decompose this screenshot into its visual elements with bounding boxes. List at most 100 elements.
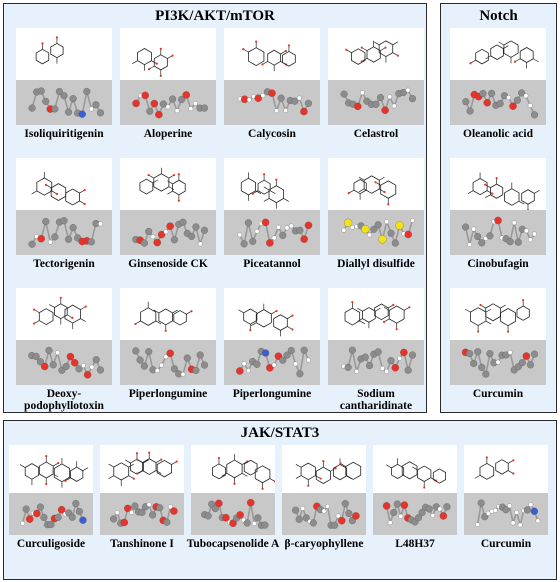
chemical-structure-drawing <box>224 28 320 80</box>
chemical-structure-drawing <box>373 445 457 493</box>
chemical-structure-drawing <box>450 288 546 340</box>
notch-panel-title: Notch <box>479 8 518 24</box>
compound-label: Tubocapsenolide A <box>186 538 280 550</box>
curcumin-notch-2-3d-model-atoms <box>461 348 539 378</box>
compound-label: Calycosin <box>248 128 296 140</box>
compound-cell: Diallyl disulfide <box>328 158 424 281</box>
compound-label: Isoliquiritigenin <box>24 128 104 140</box>
compound-cell: Celastrol <box>328 28 424 151</box>
tubocapsenolide-a-jak-2-3d-model-atoms <box>201 498 269 529</box>
chemical-structure-drawing <box>328 28 424 80</box>
l48h37-jak-4-3d-model-atoms <box>382 500 451 526</box>
chemical-structure-drawing <box>450 28 546 80</box>
tubocapsenolide-a-jak-2-structure-bonds <box>212 454 275 490</box>
curculigoside-jak-0-structure-bonds <box>19 454 89 488</box>
piceatannol-pi3k-6-structure-bonds <box>240 172 289 209</box>
compound-cell: Curcumin <box>450 288 546 411</box>
compound-cell: Piceatannol <box>224 158 320 281</box>
chemical-structure-drawing <box>16 158 112 210</box>
ball-and-stick-model <box>328 340 424 385</box>
chemical-structure-drawing <box>464 445 548 493</box>
chemical-structure-drawing <box>9 445 93 493</box>
tanshinone-i-jak-1-3d-model-atoms <box>110 502 178 527</box>
compound-cell: Oleanolic acid <box>450 28 546 151</box>
ball-and-stick-model <box>450 340 546 385</box>
chemical-structure-drawing <box>120 158 216 210</box>
compound-label: Curcumin <box>480 538 532 550</box>
ball-and-stick-model <box>224 210 320 255</box>
diallyl-disulfide-pi3k-7-3d-model-atoms <box>341 217 415 247</box>
chemical-structure-drawing <box>450 158 546 210</box>
oleanolic-acid-notch-0-structure-bonds <box>469 40 539 69</box>
ball-and-stick-model <box>450 210 546 255</box>
compound-cell: Piperlongumine <box>120 288 216 411</box>
curcumin-jak-5-3d-model-atoms <box>475 499 541 528</box>
piperlongumine-pi3k-10-structure-bonds <box>238 303 294 337</box>
aloperine-pi3k-1-3d-model-atoms <box>132 91 209 119</box>
piperlongumine-pi3k-9-structure-bonds <box>134 301 193 332</box>
aloperine-pi3k-1-structure-bonds <box>132 47 174 77</box>
compound-label: Tectorigenin <box>33 258 95 270</box>
oleanolic-acid-notch-0-3d-model-atoms <box>462 89 539 119</box>
ball-and-stick-model <box>9 493 93 535</box>
caryophyllene-jak-3-structure-bonds <box>295 458 362 487</box>
compound-cell: Isoliquiritigenin <box>16 28 112 151</box>
compound-cell: Cinobufagin <box>450 158 546 281</box>
diallyl-disulfide-pi3k-7-structure-bonds <box>347 175 397 206</box>
caryophyllene-jak-3-3d-model-atoms <box>292 500 360 529</box>
ginsenoside-ck-pi3k-5-structure-bonds <box>139 167 186 202</box>
compound-label: Aloperine <box>143 128 193 140</box>
chemical-structure-drawing <box>16 288 112 340</box>
compound-label: Curculigoside <box>16 538 86 550</box>
compound-label: Piperlongumine <box>232 388 312 400</box>
curcumin-jak-5-structure-bonds <box>474 456 515 480</box>
ball-and-stick-model <box>120 340 216 385</box>
compound-label: Deoxy- podophyllotoxin <box>24 388 104 412</box>
compound-cell: Ginsenoside CK <box>120 158 216 281</box>
piperlongumine-pi3k-10-3d-model-atoms <box>236 346 311 378</box>
compound-cell: L48H37 <box>373 445 457 553</box>
ginsenoside-ck-pi3k-5-3d-model-atoms <box>132 218 209 247</box>
isoliquiritigenin-pi3k-0-3d-model-atoms <box>28 87 105 118</box>
sodium-cantharidinate-pi3k-11-3d-model-atoms <box>341 346 417 374</box>
isoliquiritigenin-pi3k-0-structure-bonds <box>35 36 64 65</box>
ball-and-stick-model <box>373 493 457 535</box>
chemical-structure-drawing <box>224 288 320 340</box>
compound-label: Curcumin <box>472 388 524 400</box>
calycosin-pi3k-2-structure-bonds <box>242 40 296 72</box>
compound-label: Ginsenoside CK <box>128 258 208 270</box>
compound-label: β-caryophyllene <box>284 538 364 550</box>
tectorigenin-pi3k-4-3d-model-atoms <box>28 217 103 248</box>
compound-cell: Tubocapsenolide A <box>187 445 279 553</box>
compound-label: Piperlongumine <box>128 388 208 400</box>
compound-label: Oleanolic acid <box>463 128 533 140</box>
ball-and-stick-model <box>120 80 216 125</box>
cinobufagin-notch-1-3d-model-atoms <box>462 216 537 248</box>
compound-label: L48H37 <box>395 538 435 550</box>
celastrol-pi3k-3-structure-bonds <box>345 40 400 65</box>
chemical-structure-drawing <box>224 158 320 210</box>
curculigoside-jak-0-3d-model-atoms <box>20 500 87 529</box>
compound-label: Celastrol <box>353 128 399 140</box>
ball-and-stick-model <box>450 80 546 125</box>
tanshinone-i-jak-1-structure-bonds <box>108 451 178 487</box>
chemical-structure-drawing <box>16 28 112 80</box>
l48h37-jak-4-structure-bonds <box>386 458 447 489</box>
deoxy-podophyllotoxin-pi3k-8-structure-bonds <box>32 296 87 330</box>
chemical-structure-drawing <box>282 445 366 493</box>
chemical-structure-drawing <box>120 28 216 80</box>
compound-cell: Curcumin <box>464 445 548 553</box>
ball-and-stick-model <box>120 210 216 255</box>
chemical-structure-drawing <box>328 158 424 210</box>
tectorigenin-pi3k-4-structure-bonds <box>31 171 86 206</box>
compound-cell: Sodium cantharidinate <box>328 288 424 412</box>
compound-label: Tanshinone I <box>110 538 174 550</box>
ball-and-stick-model <box>328 210 424 255</box>
compound-cell: Piperlongumine <box>224 288 320 411</box>
cinobufagin-notch-1-structure-bonds <box>467 172 540 210</box>
pi3k-panel-title: PI3K/AKT/mTOR <box>155 8 275 24</box>
sodium-cantharidinate-pi3k-11-structure-bonds <box>344 301 411 331</box>
calycosin-pi3k-2-3d-model-atoms <box>237 88 313 116</box>
compound-label: Cinobufagin <box>467 258 529 270</box>
notch-panel: Notch Oleanolic acid Cinobufagin Curcumin <box>440 3 557 413</box>
